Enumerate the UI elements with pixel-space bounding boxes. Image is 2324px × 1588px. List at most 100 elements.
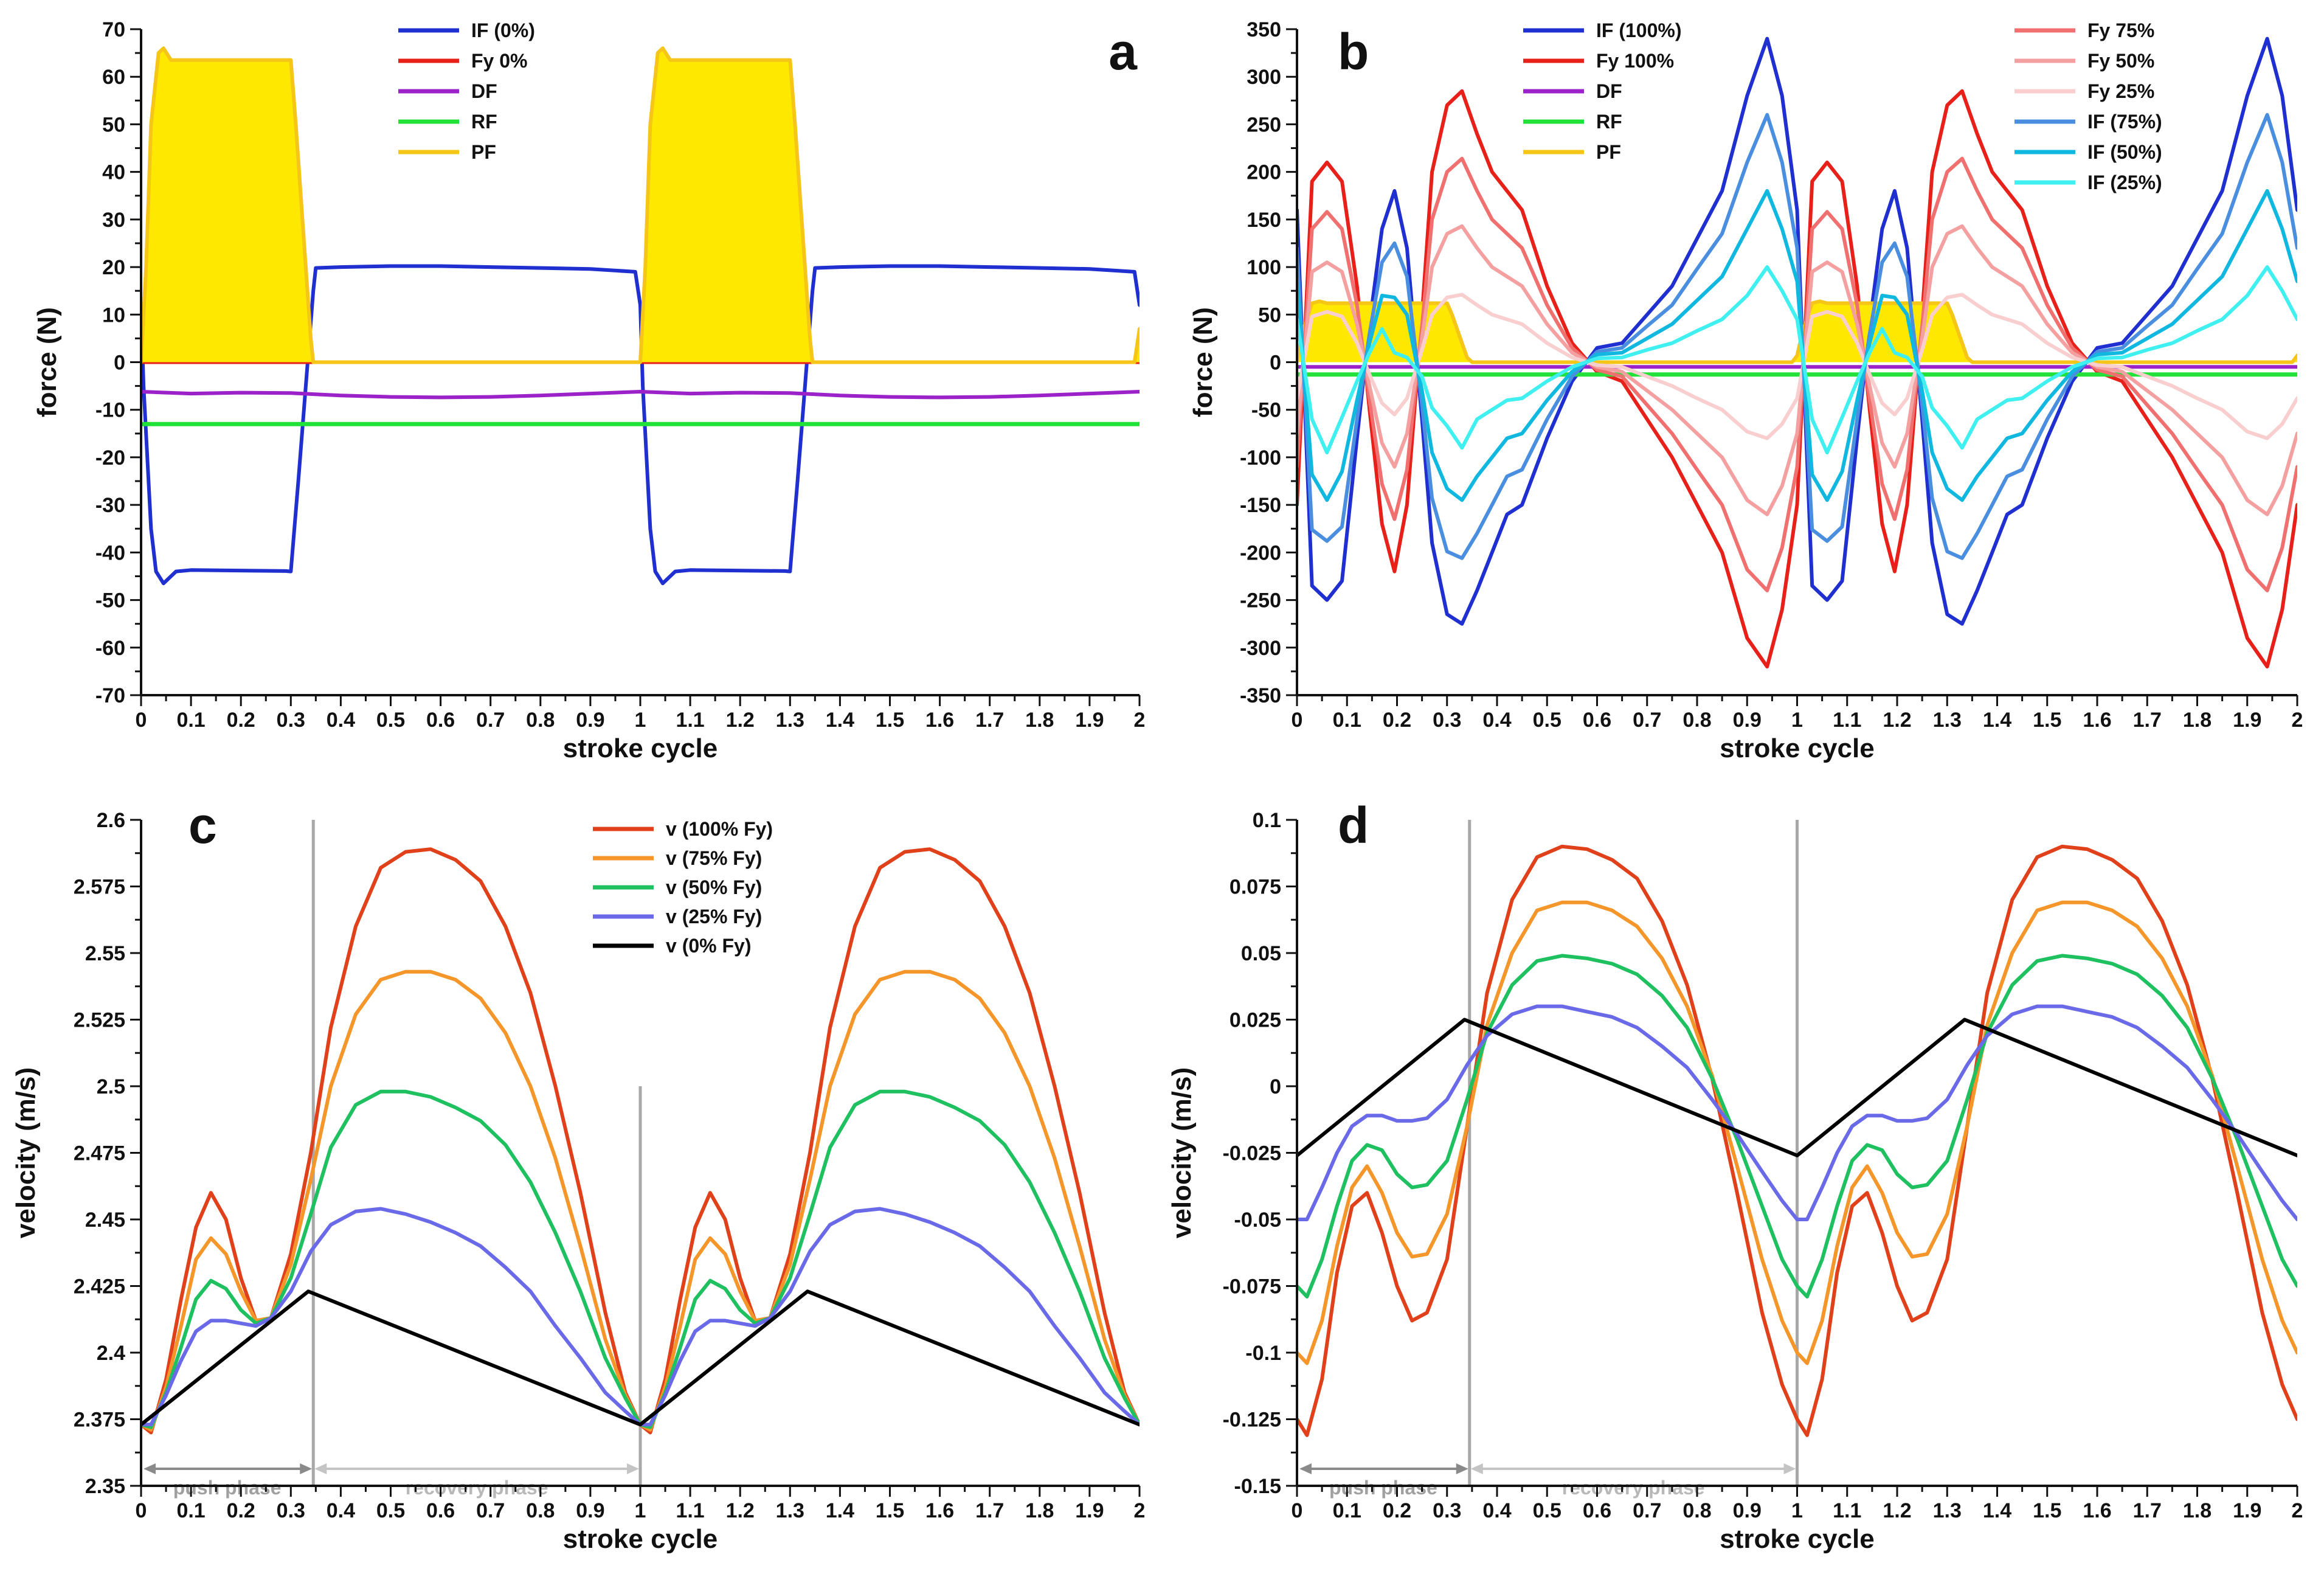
x-tick-label: 0.9 [576, 1499, 604, 1522]
legend-label: IF (50%) [2087, 141, 2162, 163]
y-tick-label: 2.4 [97, 1342, 125, 1365]
x-tick-label: 1.6 [925, 1499, 954, 1522]
x-tick-label: 0.4 [1482, 1499, 1511, 1522]
y-tick-label: 20 [102, 256, 125, 279]
y-tick-label: 250 [1247, 113, 1281, 136]
y-tick-label: 300 [1247, 66, 1281, 89]
recovery-phase-arrow-head-right [1783, 1463, 1796, 1474]
x-tick-label: 0.9 [1733, 1499, 1762, 1522]
y-tick-label: 2.475 [74, 1142, 125, 1165]
chart-panel-d: push phase recovery phase 0 0.1 0.2 0.3 0.4 0.5… [1167, 797, 2303, 1554]
x-tick-label: 0.2 [227, 709, 255, 732]
x-tick-label: 1.5 [2033, 709, 2061, 732]
series-pf-fill [141, 48, 1140, 362]
x-tick-label: 0.5 [376, 709, 405, 732]
y-tick-label: 0 [1270, 352, 1281, 375]
y-tick-label: -60 [95, 637, 125, 660]
x-tick-label: 0.1 [176, 709, 205, 732]
legend-label: Fy 25% [2087, 80, 2154, 102]
axes: 0 0.1 0.2 0.3 0.4 0.5 0.6 0.7 0.8 0.9 1 1.1 1.2 1.3 1.… [32, 18, 1145, 763]
x-tick-label: 1.5 [2033, 1499, 2061, 1522]
series-if-25-line [1297, 265, 2297, 455]
y-tick-label: -10 [95, 399, 125, 422]
x-tick-label: 0 [1292, 709, 1303, 732]
x-tick-label: 0.5 [1533, 1499, 1561, 1522]
legend-label: v (25% Fy) [666, 906, 762, 927]
y-tick-label: -0.05 [1234, 1208, 1282, 1232]
x-tick-label: 1.9 [2233, 1499, 2261, 1522]
legend-label: Fy 100% [1596, 50, 1674, 72]
x-tick-label: 1.5 [876, 709, 904, 732]
y-tick-label: 2.525 [74, 1009, 125, 1032]
x-tick-label: 0.2 [227, 1499, 255, 1522]
y-tick-label: -100 [1240, 446, 1281, 470]
y-tick-label: -40 [95, 541, 125, 564]
y-tick-label: -250 [1240, 589, 1281, 612]
x-tick-label: 0.6 [1583, 709, 1611, 732]
y-tick-label: -50 [1251, 399, 1281, 422]
y-axis-title: force (N) [1188, 307, 1218, 417]
legend-label: IF (25%) [2087, 172, 2162, 193]
x-axis-title: stroke cycle [1720, 1524, 1874, 1554]
x-tick-label: 1.9 [1075, 1499, 1104, 1522]
y-axis-title: velocity (m/s) [1167, 1067, 1197, 1238]
x-tick-label: 0.1 [1333, 1499, 1361, 1522]
legend: IF (0%) Fy 0% DF RF PF [398, 19, 535, 163]
panel-letter: b [1338, 23, 1369, 80]
x-tick-label: 1.4 [1983, 709, 2011, 732]
x-tick-label: 0.1 [176, 1499, 205, 1522]
x-tick-label: 0.2 [1383, 709, 1411, 732]
panel-letter: c [188, 797, 217, 854]
recovery-phase-label: recovery phase [1562, 1477, 1705, 1499]
x-tick-label: 1.9 [1075, 709, 1104, 732]
x-tick-label: 1.3 [1933, 709, 1962, 732]
x-tick-label: 0.6 [1583, 1499, 1611, 1522]
x-tick-label: 0.8 [1682, 1499, 1711, 1522]
x-tick-label: 0.6 [426, 709, 455, 732]
x-tick-label: 1.1 [676, 1499, 704, 1522]
legend-label: v (100% Fy) [666, 818, 773, 840]
x-tick-label: 1.1 [1833, 1499, 1861, 1522]
push-phase-arrow-head-left [144, 1463, 156, 1474]
x-tick-label: 1.2 [1883, 709, 1911, 732]
x-tick-label: 1 [635, 1499, 646, 1522]
y-tick-label: 2.55 [85, 942, 125, 965]
x-tick-label: 2 [2292, 1499, 2303, 1522]
x-tick-label: 0.1 [1333, 709, 1361, 732]
axes: 0 0.1 0.2 0.3 0.4 0.5 0.6 0.7 0.8 0.9 1 1.1 1.2 1.3 1.… [11, 809, 1145, 1554]
x-tick-label: 0.3 [1433, 1499, 1461, 1522]
x-tick-label: 1 [1791, 709, 1803, 732]
y-tick-label: -0.025 [1223, 1142, 1281, 1165]
series-pf-fill [1297, 301, 2297, 362]
legend-label: DF [471, 80, 497, 102]
x-tick-label: 1.7 [2133, 709, 2162, 732]
axes: 0 0.1 0.2 0.3 0.4 0.5 0.6 0.7 0.8 0.9 1 1.1 1.2 1.3 1.… [1167, 809, 2303, 1554]
legend-label: IF (0%) [471, 19, 535, 41]
x-tick-label: 1.3 [776, 709, 804, 732]
x-tick-label: 1.3 [1933, 1499, 1962, 1522]
y-tick-label: 0.1 [1253, 809, 1281, 832]
x-axis-title: stroke cycle [563, 1524, 718, 1554]
x-axis-title: stroke cycle [1720, 733, 1874, 763]
phase-lines: push phase recovery phase [144, 820, 642, 1499]
push-phase-arrow-head-left [1299, 1463, 1312, 1474]
y-tick-label: 10 [102, 303, 125, 327]
x-tick-label: 0 [136, 709, 147, 732]
x-tick-label: 0.3 [277, 1499, 305, 1522]
recovery-phase-arrow-head-left [1470, 1463, 1483, 1474]
y-tick-label: 0 [114, 352, 125, 375]
y-tick-label: 2.5 [97, 1075, 125, 1098]
legend: IF (100%) Fy 100% DF RF PF Fy 75% Fy 50% Fy 25%… [1523, 19, 2162, 193]
panel-letter: a [1108, 23, 1138, 80]
legend-label: Fy 0% [471, 50, 527, 72]
series-v-25-fy-line [1297, 1004, 2297, 1221]
x-tick-label: 1.8 [2183, 1499, 2212, 1522]
y-tick-label: 350 [1247, 18, 1281, 41]
panel-letter: d [1338, 797, 1369, 854]
x-tick-label: 0.5 [1533, 709, 1561, 732]
x-tick-label: 0.8 [526, 709, 555, 732]
push-phase-arrow-head-right [300, 1463, 313, 1474]
recovery-phase-arrow-head-left [314, 1463, 327, 1474]
chart-panel-a: 0 0.1 0.2 0.3 0.4 0.5 0.6 0.7 0.8 0.9 1 1.1 1.2 1.3 1.… [32, 18, 1145, 763]
